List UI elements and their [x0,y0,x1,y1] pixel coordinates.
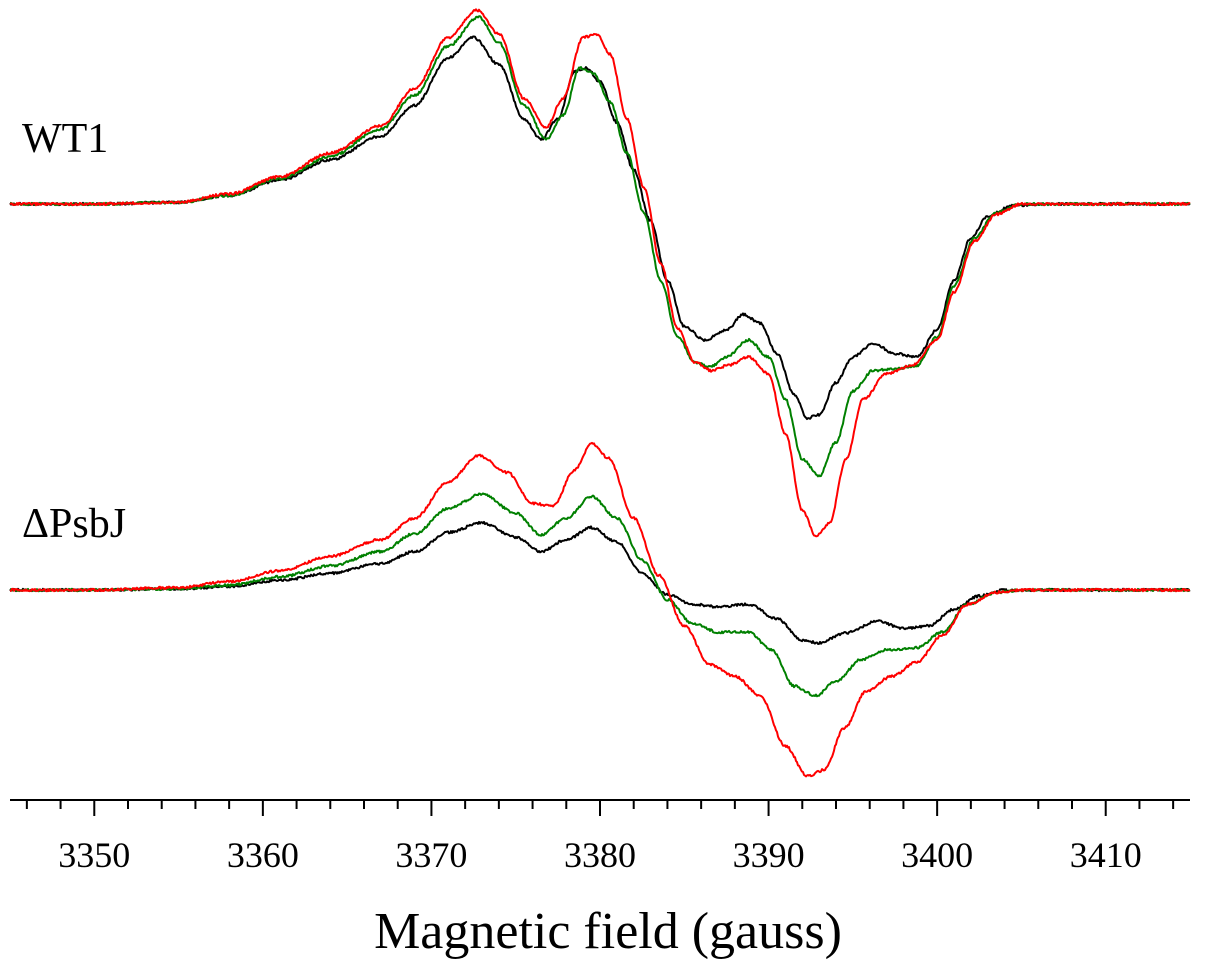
trace-panel2-series1 [9,520,1191,645]
x-tick-label: 3350 [58,835,130,875]
panel-label-2: ΔPsbJ [22,501,126,547]
spectra-traces [9,8,1191,778]
panel-label-1: WT1 [22,116,108,162]
x-axis-tick-labels: 3350 3360 3370 3380 3390 3400 3410 [58,835,1141,875]
trace-panel2-series3 [9,441,1191,778]
x-tick-label: 3380 [564,835,636,875]
panel-labels: WT1 ΔPsbJ [22,116,126,547]
x-axis-title: Magnetic field (gauss) [374,903,842,960]
x-tick-label: 3390 [733,835,805,875]
x-axis-ticks [25,800,1175,816]
x-tick-label: 3370 [395,835,467,875]
trace-panel1-series1 [9,35,1191,421]
trace-panel1-series3 [9,8,1191,538]
x-tick-label: 3410 [1070,835,1142,875]
trace-panel2-series2 [9,492,1191,698]
x-tick-label: 3400 [901,835,973,875]
trace-panel1-series2 [9,15,1191,478]
x-tick-label: 3360 [227,835,299,875]
x-axis: 3350 3360 3370 3380 3390 3400 3410 [10,799,1190,875]
